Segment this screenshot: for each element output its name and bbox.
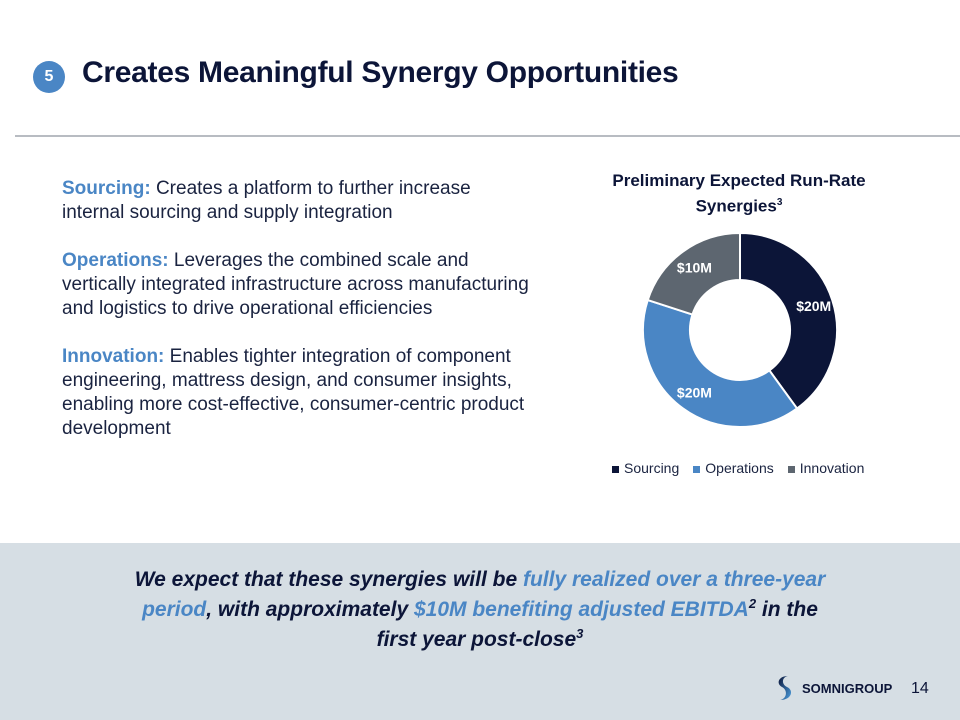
- bullet-lead: Sourcing:: [62, 178, 151, 199]
- callout-highlight: $10M benefiting adjusted EBITDA: [413, 598, 749, 621]
- donut-slice-operations: [642, 298, 799, 428]
- page-number: 14: [911, 680, 929, 697]
- bullet-text: Enables tighter integration of component…: [62, 346, 525, 439]
- data-label: $10M: [677, 259, 712, 275]
- donut-slice-sourcing: [739, 231, 838, 410]
- donut-slice-innovation: [646, 231, 741, 316]
- callout-text: We expect that these synergies will be f…: [120, 568, 840, 652]
- logo-text: SOMNIGROUP: [802, 680, 893, 696]
- divider: [15, 135, 960, 137]
- footnote-ref: 3: [776, 197, 783, 208]
- callout-part: , with approximately: [206, 598, 414, 621]
- bullet-operations: Operations: Leverages the combined scale…: [62, 249, 532, 321]
- company-logo: SOMNIGROUP: [774, 675, 892, 701]
- section-number-badge: 5: [33, 61, 65, 93]
- synergy-donut-chart: $20M $20M $10M: [642, 231, 838, 428]
- synergy-bullets: Sourcing: Creates a platform to further …: [62, 177, 532, 465]
- legend-label: Innovation: [799, 460, 865, 476]
- footnote-ref: 2: [748, 596, 757, 611]
- data-label: $20M: [677, 385, 712, 401]
- bullet-text: Creates a platform to further increase i…: [62, 178, 471, 223]
- bullet-lead: Innovation:: [62, 346, 165, 367]
- chart-title-text: Preliminary Expected Run-Rate Synergies: [612, 171, 866, 216]
- data-label: $20M: [796, 298, 831, 314]
- bullet-text: Leverages the combined scale and vertica…: [62, 250, 529, 319]
- chart-title: Preliminary Expected Run-Rate Synergies3: [600, 170, 878, 218]
- legend-swatch: [693, 465, 701, 473]
- legend-item: Innovation: [787, 460, 865, 476]
- legend-item: Operations: [693, 460, 774, 476]
- callout-highlight: fully realized over a three-year period: [142, 568, 826, 621]
- legend-label: Sourcing: [624, 460, 680, 476]
- bullet-lead: Operations:: [62, 250, 169, 271]
- callout-part: in the first year post-close: [376, 598, 818, 651]
- legend-item: Sourcing: [612, 460, 679, 476]
- bullet-innovation: Innovation: Enables tighter integration …: [62, 345, 532, 441]
- footnote-ref: 3: [576, 626, 584, 641]
- legend-label: Operations: [705, 460, 774, 476]
- page-title: Creates Meaningful Synergy Opportunities: [82, 56, 679, 89]
- chart-legend: Sourcing Operations Innovation: [612, 460, 864, 476]
- logo-mark-icon: [778, 676, 792, 700]
- callout-band: [0, 543, 960, 720]
- legend-swatch: [787, 465, 795, 473]
- legend-swatch: [612, 465, 619, 473]
- callout-part: We expect that these synergies will be: [134, 568, 523, 591]
- bullet-sourcing: Sourcing: Creates a platform to further …: [62, 177, 532, 225]
